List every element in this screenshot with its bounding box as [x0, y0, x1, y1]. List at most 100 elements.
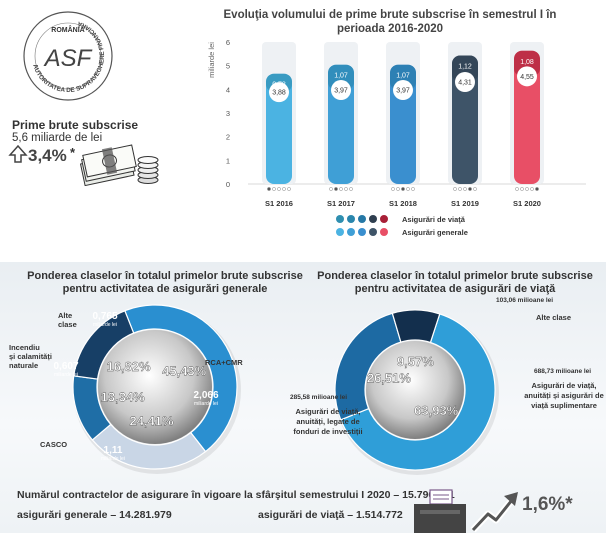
- donut-life: 63,93% 688,73 milioane lei Asigurări de vi…: [290, 297, 604, 475]
- slice-percent-label: 45,43%: [162, 363, 207, 378]
- bar-1: [266, 73, 292, 184]
- footer-total-contracts: Numărul contractelor de asigurare în vig…: [17, 489, 455, 501]
- year-dot: [453, 187, 457, 191]
- coins-icon: [137, 156, 159, 184]
- arrow-up-icon: [8, 144, 28, 163]
- slice-name: Asigurări de viață,: [531, 381, 596, 390]
- year-dot: [349, 187, 353, 191]
- year-dot: [401, 187, 405, 191]
- slice-value: 1,11: [104, 445, 123, 456]
- year-dot: [520, 187, 524, 191]
- year-dot: [463, 187, 467, 191]
- logo-monogram: ASF: [43, 45, 93, 72]
- slice-unit: miliarde lei: [93, 322, 117, 328]
- bar-general-label: 3,88: [272, 90, 286, 97]
- kpi-title: Prime brute subscrise: [12, 118, 139, 132]
- donut-center: [98, 330, 212, 444]
- year-dot: [344, 187, 348, 191]
- bar-life-label: 1,12: [458, 63, 472, 70]
- slice-name: RCA+CMR: [205, 358, 243, 367]
- year-dot: [525, 187, 529, 191]
- slice-name: naturale: [9, 361, 38, 370]
- donut-slice-4: [73, 309, 135, 380]
- bar-general-dot: [393, 80, 413, 101]
- slice-name: anuități, legate de: [296, 417, 359, 426]
- year-dot: [277, 187, 281, 191]
- legend-swatch: [358, 215, 366, 223]
- y-tick-label: 3: [226, 109, 230, 118]
- slice-value: 0,607: [53, 361, 78, 372]
- legend-swatch: [380, 215, 388, 223]
- year-dot: [473, 187, 477, 191]
- year-dot: [515, 187, 519, 191]
- year-dot: [406, 187, 410, 191]
- bar-general-label: 4,31: [458, 79, 472, 86]
- y-tick-label: 1: [226, 156, 230, 165]
- year-dot: [396, 187, 400, 191]
- kpi-star: *: [70, 145, 76, 160]
- donut-slice-1: [124, 304, 238, 453]
- year-dot: [468, 187, 472, 191]
- footer-general-contracts: asigurări generale – 14.281.979: [17, 509, 172, 521]
- slice-value: 0,765: [92, 311, 117, 322]
- x-tick-label: S1 2016: [265, 199, 293, 208]
- slice-percent-label: 13,34%: [101, 389, 146, 404]
- x-tick-label: S1 2019: [451, 199, 479, 208]
- year-dot: [272, 187, 276, 191]
- bar-general-dot: [331, 80, 351, 101]
- bar-general-label: 3,97: [396, 88, 410, 95]
- year-dot: [339, 187, 343, 191]
- bar-general-dot: [269, 82, 289, 103]
- y-tick-label: 5: [226, 62, 230, 71]
- legend-label: Asigurări generale: [402, 228, 468, 237]
- slice-value: 688,73 milioane lei: [534, 368, 591, 375]
- year-dot: [535, 187, 539, 191]
- year-dot: [282, 187, 286, 191]
- year-dot: [391, 187, 395, 191]
- slice-name: și calamități: [9, 352, 52, 361]
- slice-name: Alte clase: [536, 313, 571, 322]
- bar-life-label: 1,07: [396, 73, 410, 80]
- bar-5: [514, 50, 540, 184]
- slice-name: Asigurări de viață,: [295, 407, 360, 416]
- footer-life-contracts: asigurări de viaţă – 1.514.772: [258, 509, 403, 521]
- legend-swatch: [347, 228, 355, 236]
- x-tick-label: S1 2020: [513, 199, 541, 208]
- bar-general-label: 4,55: [520, 74, 534, 81]
- y-tick-label: 2: [226, 133, 230, 142]
- growth-arrow-icon: [470, 492, 518, 533]
- year-dot: [329, 187, 333, 191]
- y-tick-label: 6: [226, 38, 230, 47]
- bar-general-dot: [517, 66, 537, 87]
- bar-life-label: 1,07: [334, 73, 348, 80]
- donut-center: [366, 341, 464, 439]
- footer-growth: 1,6%*: [522, 494, 573, 515]
- kpi-change: 3,4%: [28, 146, 67, 165]
- money-stack-icon: [80, 144, 159, 186]
- logo-top-text: ROMÂNIA: [51, 25, 84, 34]
- donut-life-title: Ponderea claselor în totalul primelor br…: [317, 270, 593, 295]
- donut-slice-1: [339, 313, 496, 471]
- slice-percent-label: 16,82%: [106, 359, 151, 374]
- asf-logo: AUTORITATEA DE SUPRAVEGHERE FINANCIARĂ R…: [23, 11, 113, 101]
- slice-unit: miliarde lei: [194, 401, 218, 407]
- x-tick-label: S1 2018: [389, 199, 417, 208]
- slice-value: 2,066: [193, 390, 218, 401]
- bar-general-label: 3,97: [334, 88, 348, 95]
- legend-swatch: [369, 228, 377, 236]
- x-tick-label: S1 2017: [327, 199, 355, 208]
- legend-swatch: [358, 228, 366, 236]
- slice-percent-label: 26,51%: [367, 370, 412, 385]
- slice-name: anuități și asigurări de: [524, 391, 604, 400]
- bar-life-label: 1,08: [520, 59, 534, 66]
- legend-label: Asigurări de viaţă: [402, 215, 466, 224]
- legend-swatch: [369, 215, 377, 223]
- year-dot: [458, 187, 462, 191]
- printer-icon: [414, 489, 466, 533]
- slice-percent-label: 24,41%: [130, 413, 175, 428]
- year-dot: [267, 187, 271, 191]
- y-tick-label: 0: [226, 180, 230, 189]
- slice-value: 103,06 milioane lei: [496, 297, 553, 304]
- year-dot: [530, 187, 534, 191]
